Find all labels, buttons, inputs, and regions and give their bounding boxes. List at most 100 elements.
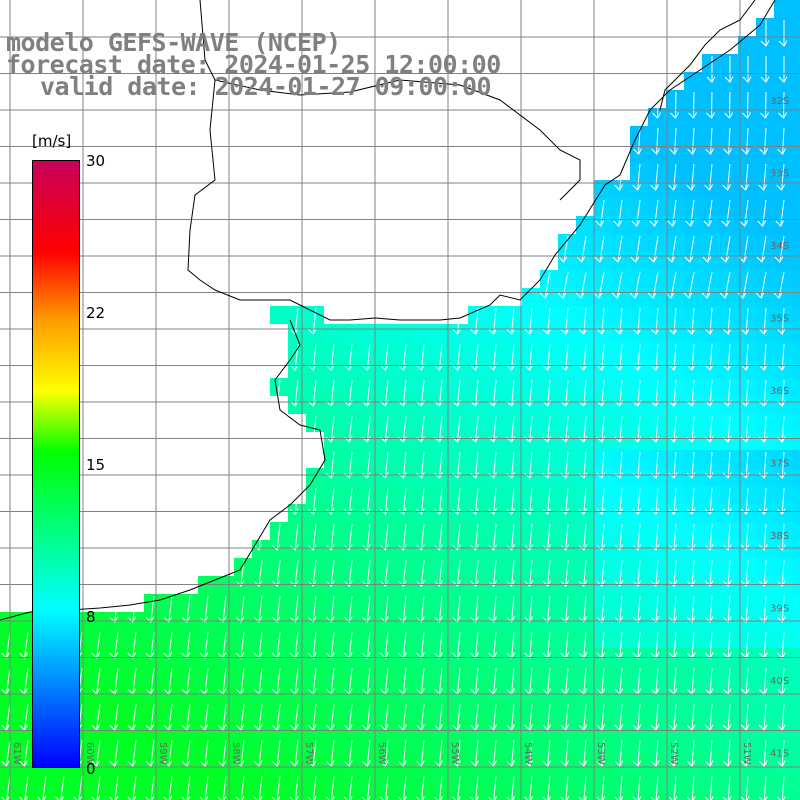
wind-cell (450, 360, 468, 378)
wind-arrow (361, 487, 371, 515)
wind-cell (738, 738, 756, 756)
wind-arrow (668, 163, 678, 191)
wind-cell (378, 756, 396, 774)
wind-cell (756, 342, 774, 360)
wind-cell (306, 504, 324, 522)
wind-arrow (343, 523, 353, 551)
wind-arrow (343, 487, 353, 515)
wind-arrow (776, 739, 786, 767)
wind-arrow (776, 523, 786, 551)
wind-cell (252, 684, 270, 702)
colorbar-label-15: 15 (86, 456, 106, 474)
wind-cell (288, 360, 306, 378)
wind-cell (180, 792, 198, 800)
wind-cell (18, 720, 36, 738)
wind-cell (612, 288, 630, 306)
wind-arrow (488, 739, 498, 767)
wind-cell (576, 720, 594, 738)
wind-cell (360, 468, 378, 486)
wind-cell (720, 180, 738, 198)
wind-arrow (668, 775, 678, 800)
wind-cell (486, 720, 504, 738)
wind-arrow (740, 559, 750, 587)
wind-cell (576, 324, 594, 342)
wind-arrow (758, 163, 768, 191)
wind-arrow (55, 775, 65, 800)
wind-arrow (506, 739, 516, 767)
wind-arrow (596, 523, 606, 551)
wind-arrow (593, 271, 605, 299)
wind-arrow (686, 775, 696, 800)
wind-cell (648, 180, 666, 198)
wind-arrow (416, 775, 425, 800)
wind-cell (396, 324, 414, 342)
latitude-label: 35S (770, 314, 789, 325)
wind-arrow (704, 559, 714, 587)
wind-arrow (721, 199, 731, 227)
wind-cell (738, 90, 756, 108)
wind-arrow (488, 487, 498, 515)
wind-arrow (289, 487, 299, 515)
wind-arrow (560, 307, 570, 335)
wind-arrow (343, 595, 353, 623)
wind-cell (792, 180, 800, 198)
wind-cell (216, 684, 234, 702)
wind-arrow (361, 523, 371, 551)
wind-arrow (759, 127, 769, 155)
wind-arrow (596, 775, 606, 800)
wind-cell (558, 504, 576, 522)
wind-cell (180, 684, 198, 702)
wind-cell (576, 540, 594, 558)
wind-cell (558, 756, 576, 774)
wind-arrow (307, 523, 317, 551)
wind-arrow (739, 199, 749, 227)
wind-arrow (1, 775, 11, 800)
wind-arrow (706, 91, 715, 119)
wind-arrow (217, 595, 227, 623)
wind-cell (576, 396, 594, 414)
wind-cell (792, 720, 800, 738)
wind-arrow (506, 523, 516, 551)
wind-arrow (686, 595, 696, 623)
wind-arrow (722, 739, 732, 767)
wind-arrow (578, 487, 588, 515)
wind-arrow (578, 523, 588, 551)
wind-arrow (361, 595, 371, 623)
wind-cell (774, 18, 792, 36)
wind-cell (162, 756, 180, 774)
wind-cell (432, 468, 450, 486)
wind-arrow (379, 595, 389, 623)
coastline-argentina (0, 319, 326, 621)
wind-cell (360, 540, 378, 558)
wind-arrow (470, 487, 479, 515)
wind-arrow (434, 775, 443, 800)
wind-cell (738, 414, 756, 432)
longitude-label: 52W (668, 742, 679, 765)
coastline-lagoon (659, 0, 756, 111)
latitude-label: 34S (770, 241, 789, 252)
longitude-label: 51W (741, 742, 752, 765)
wind-cell (738, 252, 756, 270)
latitude-label: 36S (770, 386, 789, 397)
wind-arrow (434, 523, 443, 551)
wind-cell (792, 558, 800, 576)
wind-cell (432, 432, 450, 450)
wind-arrow (596, 307, 606, 335)
wind-cell (774, 414, 792, 432)
wind-cell (180, 756, 198, 774)
wind-arrow (271, 523, 281, 551)
wind-cell (540, 468, 558, 486)
wind-cell (486, 504, 504, 522)
wind-arrow (670, 91, 679, 119)
wind-arrow (578, 775, 588, 800)
wind-cell (432, 324, 450, 342)
latitude-labels: 32S 33S 34S 35S 36S 37S 38S 39S 40S 41S (770, 96, 789, 760)
wind-arrow (307, 739, 317, 767)
longitude-label: 54W (522, 742, 533, 765)
wind-cell (288, 324, 306, 342)
wind-arrow (217, 739, 227, 767)
wind-cell (774, 342, 792, 360)
wind-cell (270, 540, 288, 558)
wind-cell (648, 792, 666, 800)
wind-cell (522, 432, 540, 450)
